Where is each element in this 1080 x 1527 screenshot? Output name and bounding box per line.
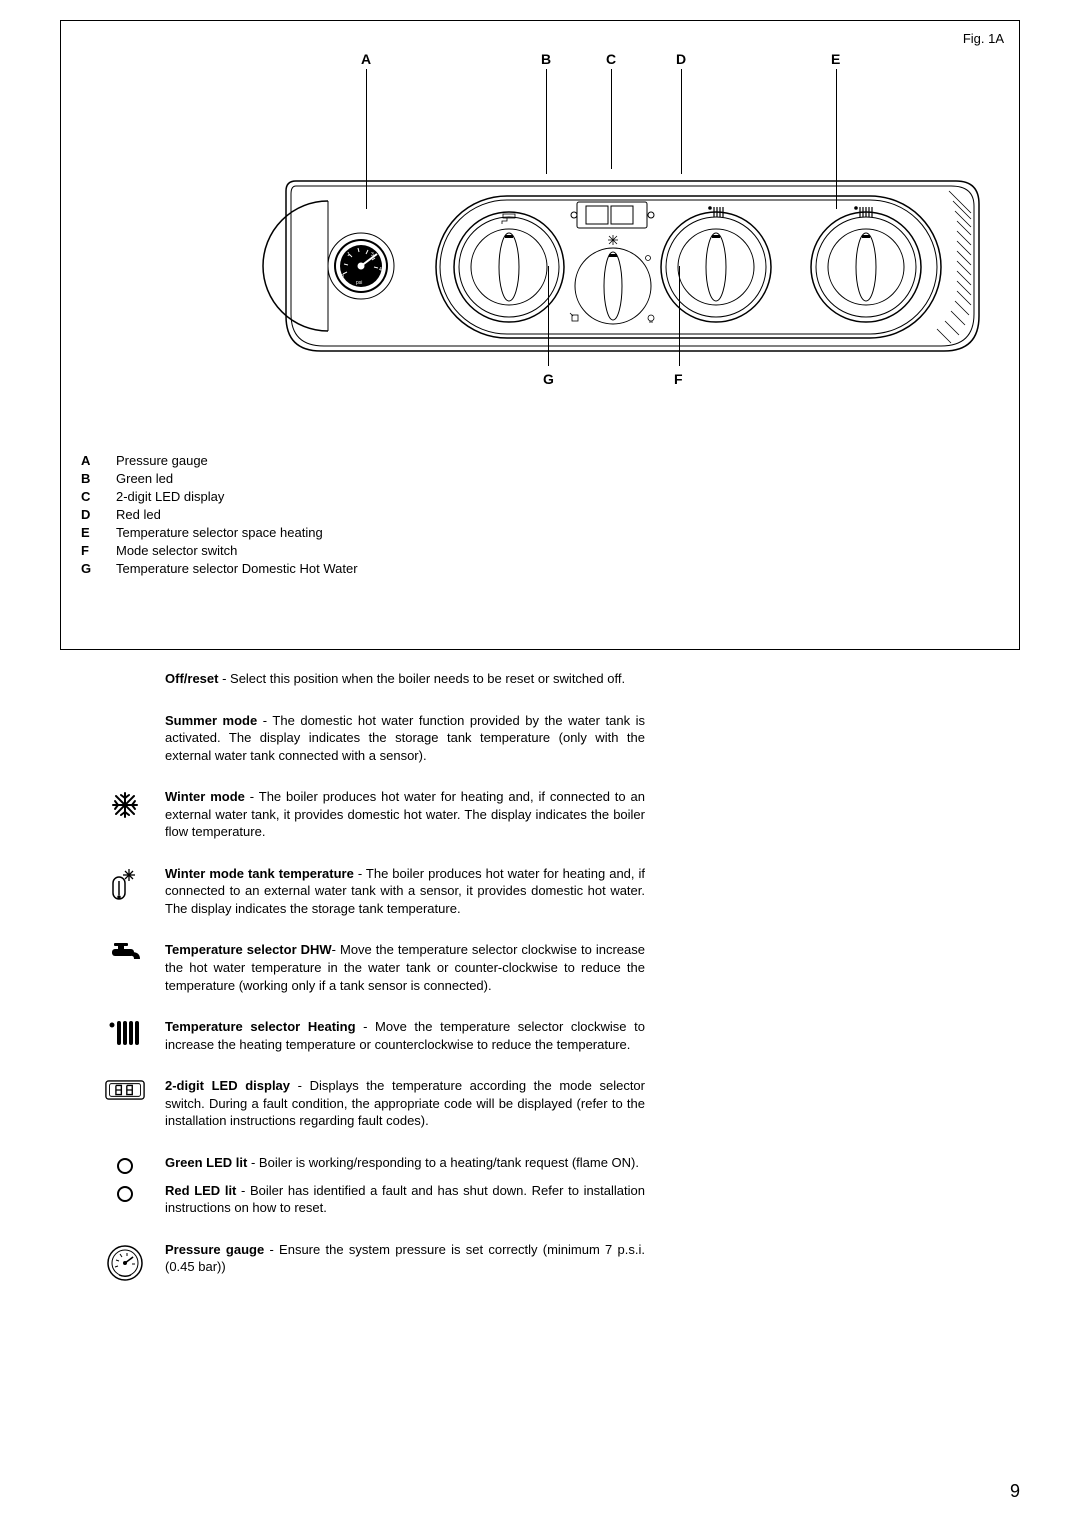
legend-list: APressure gauge BGreen led C2-digit LED … [81, 453, 358, 579]
legend-row: ETemperature selector space heating [81, 525, 358, 540]
entry-heating-selector: Temperature selector Heating - Move the … [165, 1018, 645, 1053]
page-number: 9 [1010, 1481, 1020, 1502]
circle-icon [105, 1182, 145, 1204]
diagram-area: A B C D E G F [161, 51, 981, 401]
circle-icon [105, 1154, 145, 1176]
legend-row: DRed led [81, 507, 358, 522]
callout-B: B [541, 51, 551, 67]
svg-text:psi: psi [356, 280, 362, 286]
entry-display: 2-digit LED display - Displays the tempe… [165, 1077, 645, 1130]
tank-snowflake-icon [105, 865, 145, 903]
callout-A: A [361, 51, 371, 67]
svg-text:4: 4 [379, 267, 382, 273]
entry-green-led: Green LED lit - Boiler is working/respon… [165, 1154, 645, 1176]
entry-winter-tank: Winter mode tank temperature - The boile… [165, 865, 645, 918]
entry-winter: Winter mode - The boiler produces hot wa… [165, 788, 645, 841]
callout-E: E [831, 51, 840, 67]
content-section: Off/reset - Select this position when th… [165, 670, 645, 1283]
legend-row: FMode selector switch [81, 543, 358, 558]
gauge-icon [105, 1241, 145, 1283]
legend-row: GTemperature selector Domestic Hot Water [81, 561, 358, 576]
figure-box: Fig. 1A A B C D E G F [60, 20, 1020, 650]
svg-text:0: 0 [341, 274, 344, 280]
legend-row: APressure gauge [81, 453, 358, 468]
control-panel-diagram: 0 1 3 4 psi [161, 156, 981, 386]
entry-red-led: Red LED lit - Boiler has identified a fa… [165, 1182, 645, 1217]
callout-C: C [606, 51, 616, 67]
entry-offreset: Off/reset - Select this position when th… [165, 670, 645, 688]
tap-icon [105, 941, 145, 967]
snowflake-icon [105, 788, 145, 820]
entry-summer: Summer mode - The domestic hot water fun… [165, 712, 645, 765]
callout-D: D [676, 51, 686, 67]
legend-row: C2-digit LED display [81, 489, 358, 504]
entry-pressure-gauge: Pressure gauge - Ensure the system press… [165, 1241, 645, 1283]
entry-dhw-selector: Temperature selector DHW- Move the tempe… [165, 941, 645, 994]
display-icon [105, 1077, 145, 1101]
figure-label: Fig. 1A [963, 31, 1004, 46]
svg-text:3: 3 [371, 252, 374, 258]
radiator-icon [105, 1018, 145, 1046]
legend-row: BGreen led [81, 471, 358, 486]
